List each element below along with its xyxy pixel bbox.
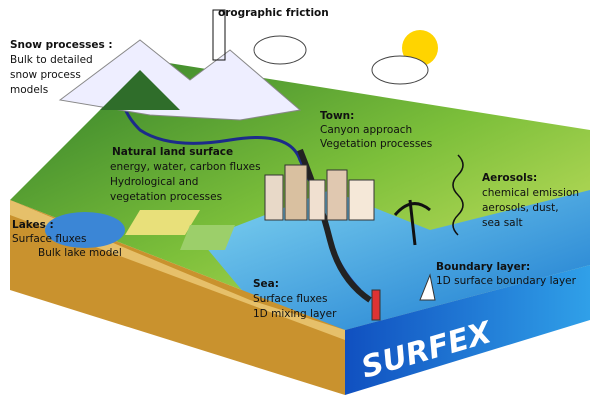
label-line: Canyon approach: [320, 124, 412, 136]
label-line: aerosols, dust,: [482, 202, 559, 214]
diagram: orographic friction Snow processes : Bul…: [0, 0, 595, 400]
label-title: Town:: [320, 110, 354, 122]
label-title: Boundary layer:: [436, 261, 530, 273]
label-line: Hydrological and: [110, 176, 198, 188]
label-line: Bulk lake model: [38, 247, 122, 259]
label-title: Natural land surface: [112, 146, 233, 158]
label-title: Lakes :: [12, 219, 54, 231]
label-line: chemical emission: [482, 187, 579, 199]
label-title: Snow processes :: [10, 39, 113, 51]
label-line: 1D mixing layer: [253, 308, 337, 320]
label-line: vegetation processes: [110, 191, 222, 203]
label-title: Sea:: [253, 278, 279, 290]
label-line: sea salt: [482, 217, 523, 229]
label-line: energy, water, carbon fluxes: [110, 161, 261, 173]
label-line: Vegetation processes: [320, 138, 432, 150]
label-line: models: [10, 84, 48, 96]
label-title: Aerosols:: [482, 172, 537, 184]
label-line: 1D surface boundary layer: [436, 275, 577, 287]
label-line: snow process: [10, 69, 81, 81]
label-line: Bulk to detailed: [10, 54, 93, 66]
label-line: Surface fluxes: [12, 233, 86, 245]
title: orographic friction: [218, 7, 329, 19]
label-line: Surface fluxes: [253, 293, 327, 305]
